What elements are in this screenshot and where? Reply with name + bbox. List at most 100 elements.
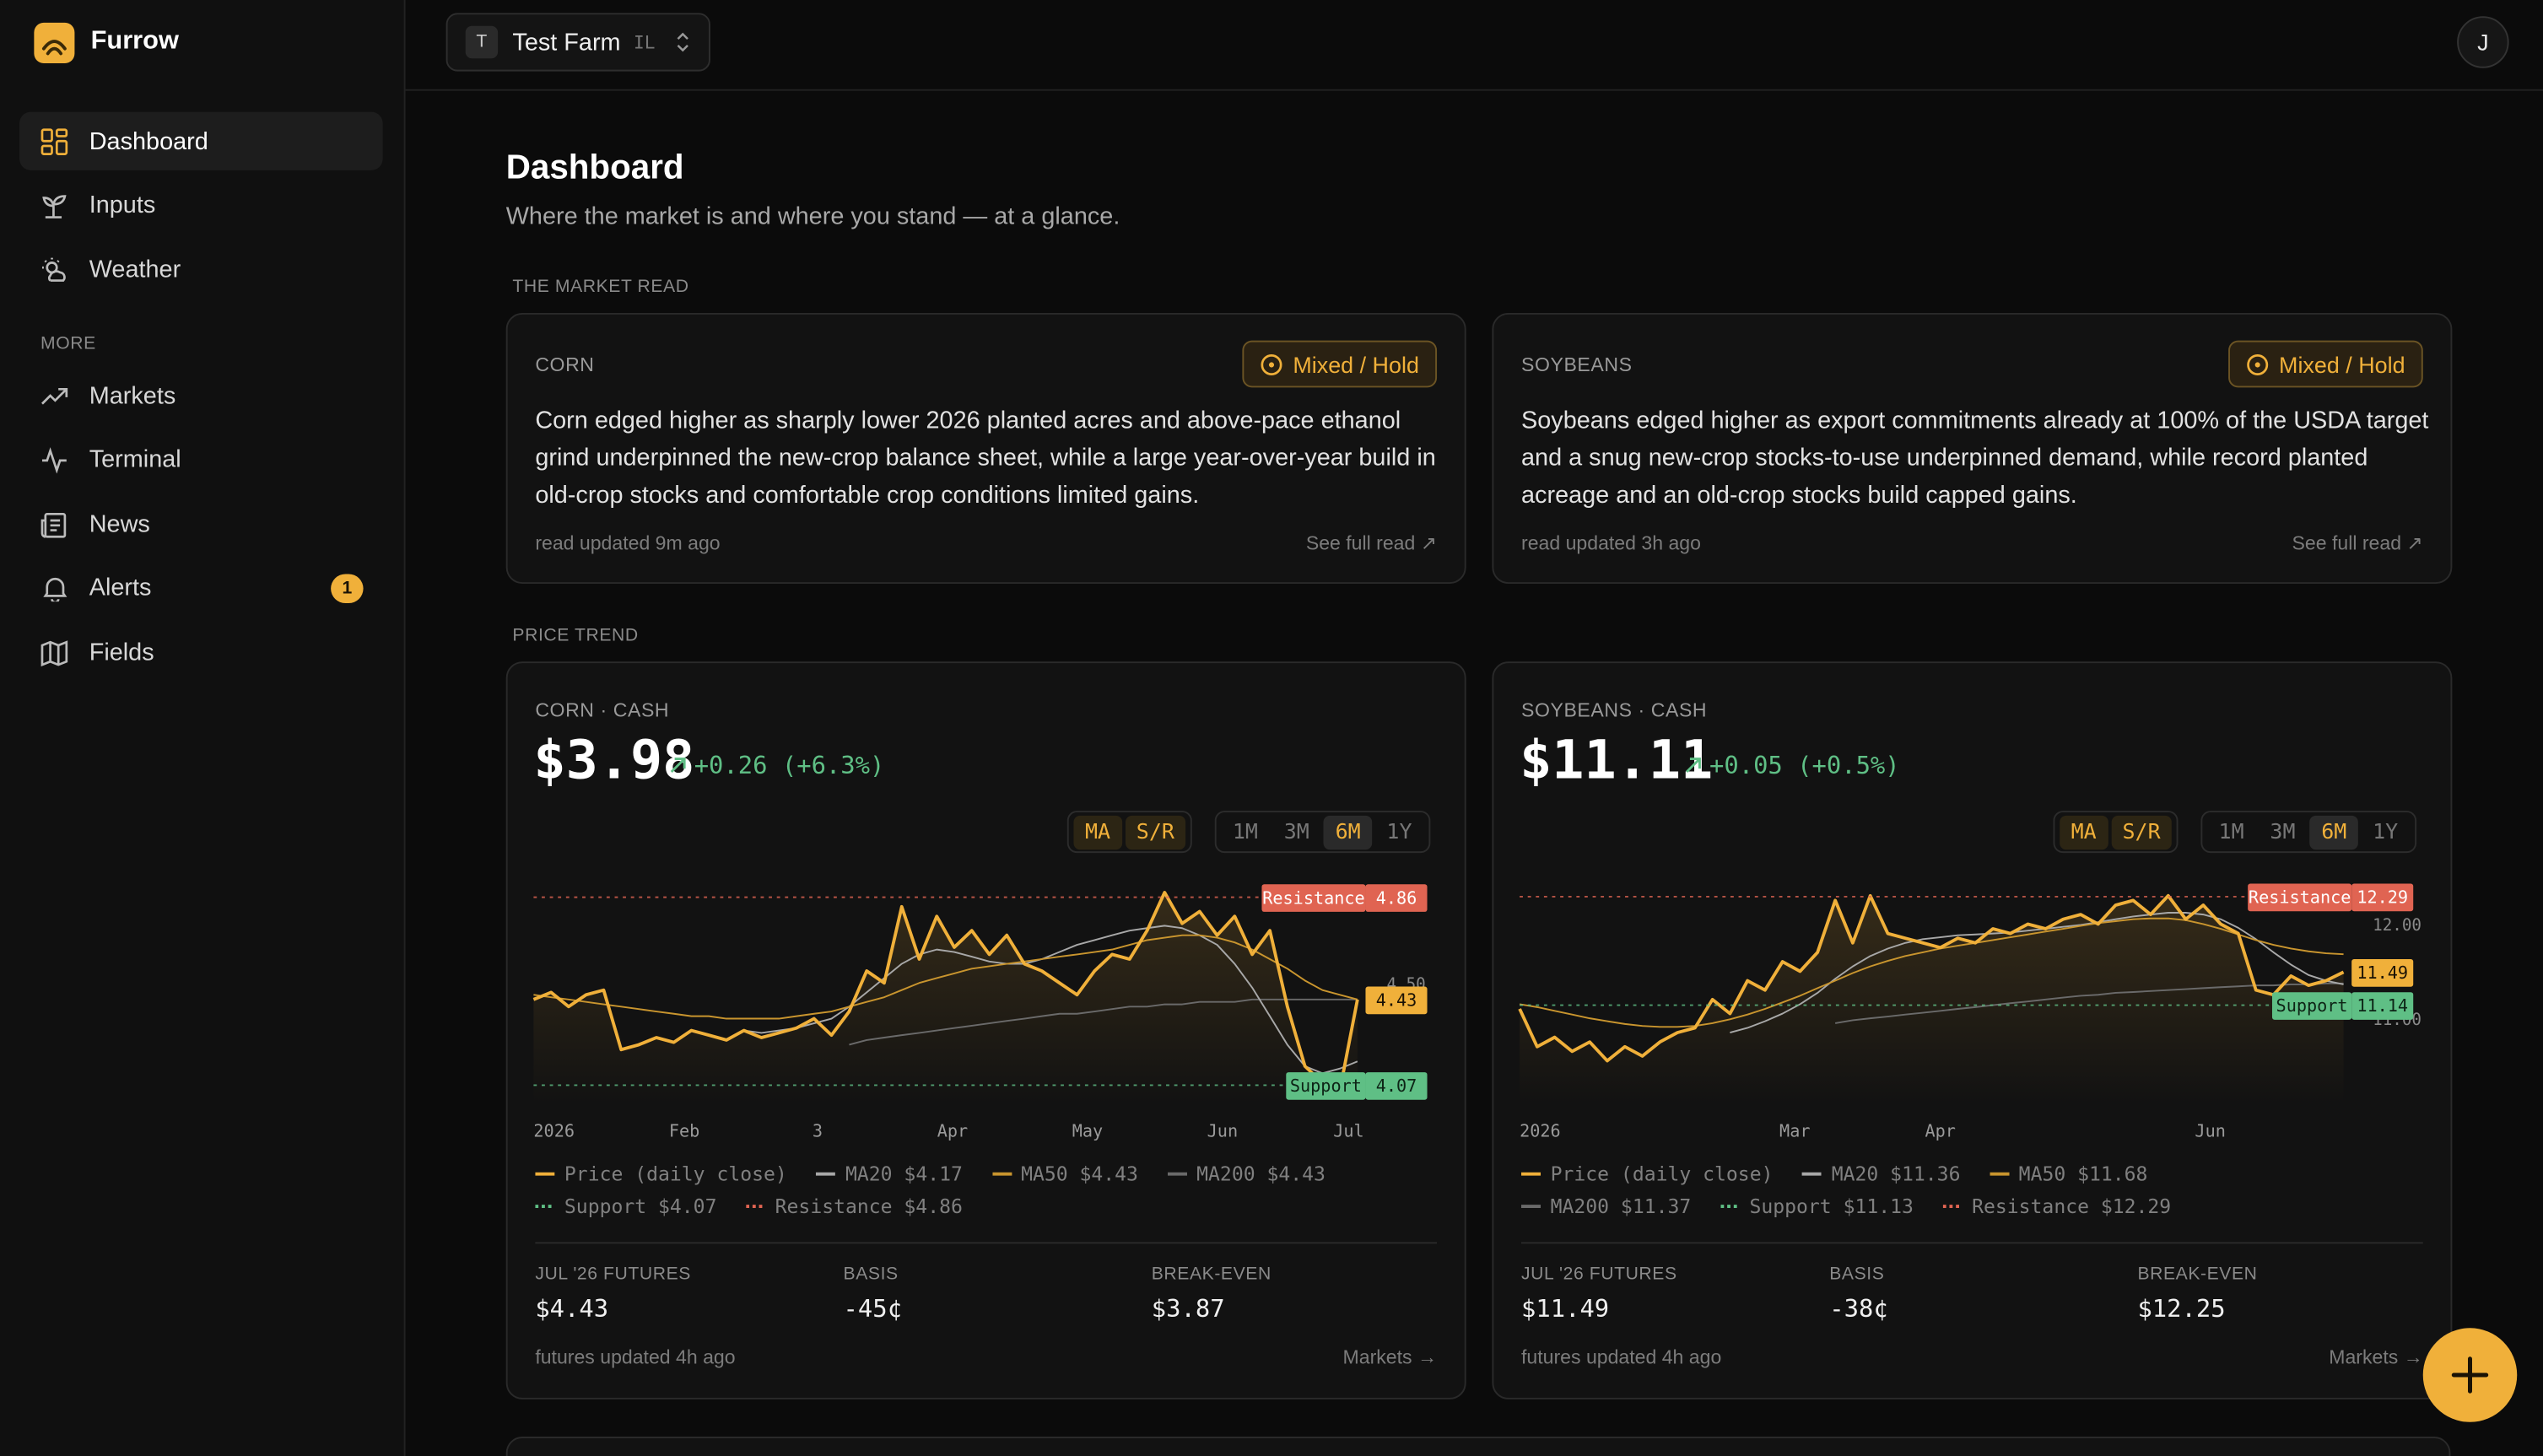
range-tab[interactable]: 1M [1232, 819, 1258, 844]
level-tag-label: Resistance [1262, 887, 1364, 908]
legend-swatch [1942, 1205, 1963, 1209]
x-tick-label: 2026 [1520, 1120, 1561, 1141]
range-tab[interactable]: 3M [1283, 819, 1309, 844]
level-tag-label: Resistance [2249, 887, 2351, 908]
stat-label: BREAK-EVEN [1151, 1265, 1272, 1285]
nav-label: Terminal [89, 445, 181, 474]
legend-label: MA50 $11.68 [2018, 1162, 2148, 1186]
nav-icon [41, 387, 68, 404]
toggle[interactable]: MA [2060, 814, 2108, 849]
legend-label: Support $11.13 [1749, 1194, 1914, 1218]
cash-price: $11.11 [1520, 728, 1714, 792]
nav-item[interactable]: Weather [19, 240, 383, 298]
legend-swatch [1167, 1172, 1187, 1176]
legend-entry: MA200 $4.43 [1167, 1162, 1325, 1186]
legend-swatch [1720, 1205, 1740, 1209]
divider [1521, 1242, 2423, 1244]
nav-item[interactable]: Dashboard [19, 111, 383, 170]
level-tag [2248, 883, 2352, 912]
page-title: Dashboard [505, 148, 684, 187]
x-tick-label: Feb [669, 1120, 699, 1141]
range-tab[interactable]: 1Y [1386, 819, 1412, 844]
nav-item[interactable]: Alerts 1 [19, 559, 383, 617]
nav-icon [42, 195, 67, 218]
last-price: 11.49 [2357, 963, 2408, 983]
legend-label: MA20 $11.36 [1831, 1162, 1961, 1186]
markets-link[interactable]: Markets → [1342, 1345, 1438, 1369]
stat-value: -45¢ [843, 1293, 902, 1324]
change-text: +0.26 (+6.3%) [694, 750, 885, 780]
read-card: SOYBEANS Mixed / Hold Soybeans edged highe… [1492, 312, 2453, 584]
nav-item[interactable]: Fields [19, 623, 383, 682]
legend-label: MA200 $4.43 [1196, 1162, 1325, 1186]
markets-link[interactable]: Markets → [2329, 1345, 2423, 1369]
range-tab[interactable]: 1M [2218, 819, 2244, 844]
range-tab[interactable]: 6M [2309, 814, 2358, 849]
toggle[interactable]: MA [1073, 814, 1122, 849]
last-price-tag [2351, 959, 2414, 987]
add-button[interactable] [2422, 1328, 2518, 1422]
read-link[interactable]: See full read ↗ [2292, 531, 2423, 555]
logo[interactable] [34, 22, 75, 63]
range-tab[interactable]: 3M [2270, 819, 2296, 844]
level-value-tag [1365, 884, 1428, 912]
read-card: CORN Mixed / Hold Corn edged higher as sha… [505, 312, 1466, 584]
badge-text: Mixed / Hold [1293, 351, 1419, 377]
crop-label: SOYBEANS [1521, 353, 1633, 376]
nav-item[interactable]: News [19, 495, 383, 553]
x-tick-label: Apr [1925, 1120, 1955, 1141]
stat-value: $3.87 [1151, 1293, 1225, 1324]
legend-swatch [535, 1205, 555, 1209]
nav-icon [43, 578, 67, 602]
signal-badge[interactable]: Mixed / Hold [2228, 340, 2423, 388]
level-value: 12.29 [2357, 887, 2408, 908]
level-value-tag [2351, 883, 2414, 912]
legend-entry: MA50 $4.43 [991, 1162, 1138, 1185]
price-area [533, 892, 1358, 1105]
change-text: +0.05 (+0.5%) [1709, 750, 1900, 780]
nav-section: MORE [40, 333, 96, 354]
nav-icon [40, 512, 67, 537]
range-tab[interactable]: 1Y [2373, 819, 2399, 844]
legend-label: Price (daily close) [564, 1162, 787, 1186]
level-value-tag [1365, 1072, 1428, 1100]
legend-swatch [535, 1172, 555, 1176]
level-value: 4.07 [1376, 1076, 1417, 1096]
read-text: Corn edged higher as sharply lower 2026 … [535, 407, 1436, 510]
read-text: Soybeans edged higher as export commitme… [1521, 407, 2429, 510]
nav-item[interactable]: Inputs [19, 176, 383, 235]
x-tick-label: Jun [1207, 1120, 1238, 1141]
toggle[interactable]: S/R [2111, 814, 2173, 849]
badge-text: Mixed / Hold [2279, 351, 2405, 377]
legend-label: Support $4.07 [564, 1194, 717, 1218]
last-price-tag [1365, 986, 1428, 1015]
cash-price: $3.98 [533, 728, 695, 792]
price-label: SOYBEANS · CASH [1521, 698, 1708, 722]
read-link[interactable]: See full read ↗ [1305, 531, 1438, 555]
legend-entry: Resistance $12.29 [1942, 1194, 2172, 1218]
level-tag [1261, 884, 1366, 912]
signal-badge[interactable]: Mixed / Hold [1242, 340, 1438, 388]
nav-label: News [89, 510, 150, 538]
next-card [505, 1437, 2451, 1456]
user-avatar[interactable]: J [2457, 16, 2509, 68]
price-line [532, 891, 1359, 1092]
legend-entry: Support $11.13 [1720, 1195, 1914, 1218]
toggle[interactable]: S/R [1125, 814, 1186, 849]
ma-line [533, 934, 1358, 1020]
legend-swatch [816, 1172, 836, 1176]
legend-label: Resistance $12.29 [1972, 1194, 2172, 1218]
nav-item[interactable]: Terminal [19, 431, 383, 489]
price-label: CORN · CASH [535, 698, 670, 722]
overlay-toggles: MA S/R [2053, 811, 2179, 854]
price-change: +0.26 (+6.3%) [670, 750, 885, 780]
nav-item[interactable]: Markets [19, 366, 383, 424]
legend-entry: MA20 $11.36 [1802, 1162, 1960, 1185]
farm-state: IL [633, 31, 656, 53]
legend-label: Resistance $4.86 [775, 1194, 963, 1218]
range-tab[interactable]: 6M [1324, 814, 1373, 849]
legend-entry: MA50 $11.68 [1990, 1162, 2147, 1185]
farm-selector[interactable]: T Test Farm IL [445, 13, 710, 72]
